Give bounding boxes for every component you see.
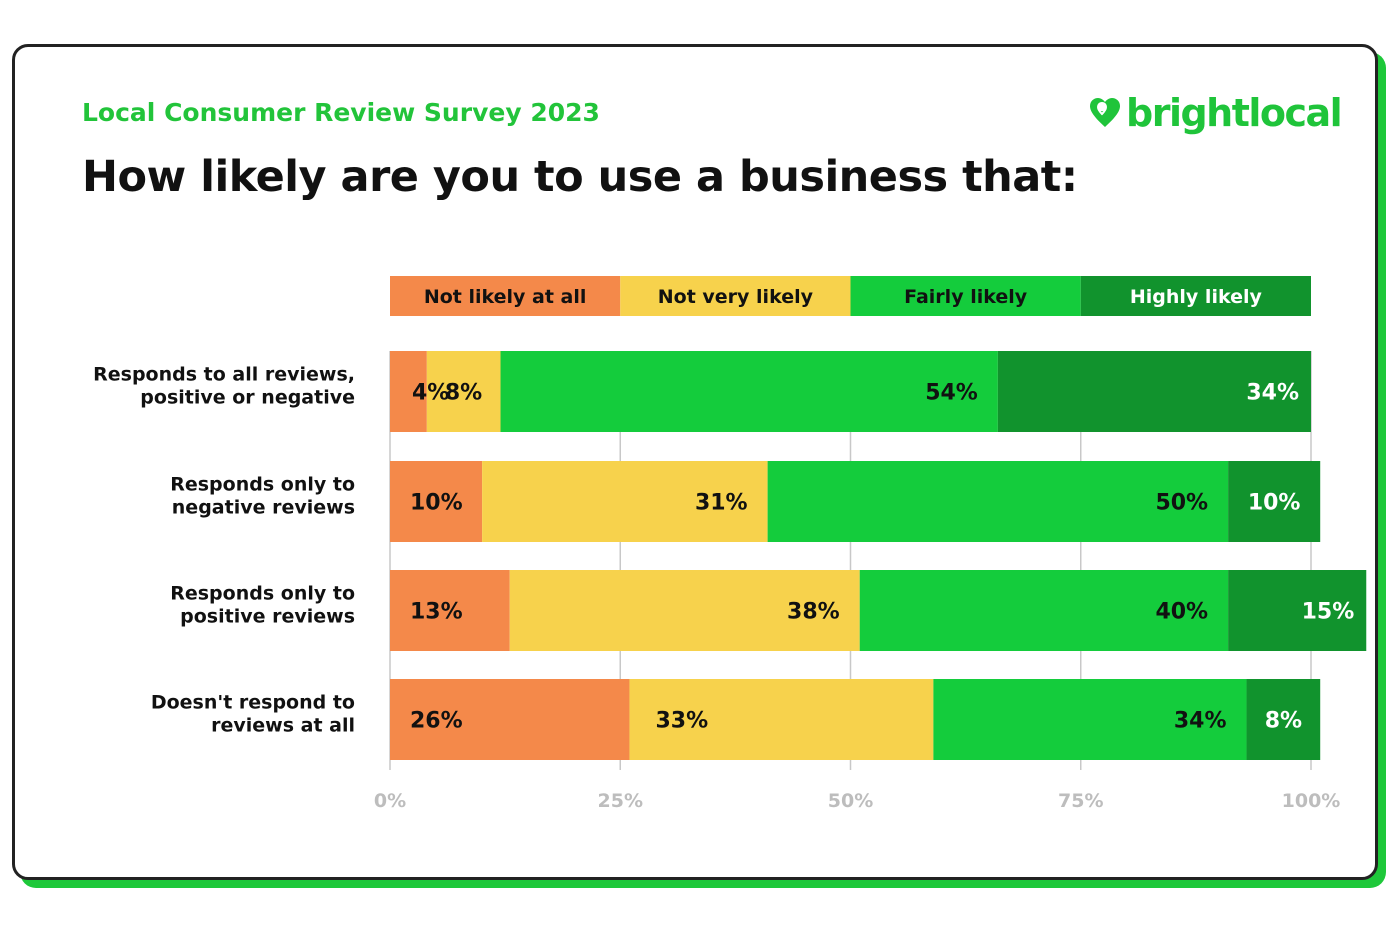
legend-swatch-0 xyxy=(390,276,621,316)
bar-2-2 xyxy=(859,570,1229,651)
category-label-3-0: Doesn't respond to xyxy=(151,692,355,714)
bar-2-3 xyxy=(1228,570,1367,651)
bar-label-1-1: 31% xyxy=(695,491,748,516)
legend-label-0: Not likely at all xyxy=(424,286,587,308)
survey-subtitle: Local Consumer Review Survey 2023 xyxy=(82,98,600,127)
category-label-2-1: positive reviews xyxy=(180,606,355,628)
bar-0-2 xyxy=(500,351,998,432)
bar-label-1-0: 10% xyxy=(410,491,463,516)
brightlocal-logo: brightlocal xyxy=(1088,88,1343,138)
x-tick-label-0: 0% xyxy=(374,790,406,812)
bar-3-2 xyxy=(933,679,1247,760)
bar-0-3 xyxy=(997,351,1311,432)
bar-label-2-0: 13% xyxy=(410,600,463,625)
legend-label-1: Not very likely xyxy=(658,286,814,308)
legend-label-2: Fairly likely xyxy=(904,286,1028,308)
x-tick-label-4: 100% xyxy=(1282,790,1341,812)
bar-2-0 xyxy=(390,570,510,651)
bar-label-0-2: 54% xyxy=(925,381,978,406)
legend-swatch-2 xyxy=(850,276,1081,316)
bar-label-3-0: 26% xyxy=(410,709,463,734)
bar-label-2-3: 15% xyxy=(1302,600,1355,625)
bar-3-0 xyxy=(390,679,630,760)
legend-label-3: Highly likely xyxy=(1130,286,1263,308)
bar-label-3-1: 33% xyxy=(655,709,708,734)
category-label-1-0: Responds only to xyxy=(170,474,355,496)
bar-2-1 xyxy=(509,570,860,651)
bar-1-0 xyxy=(390,461,483,542)
bar-label-1-3: 10% xyxy=(1248,491,1301,516)
bar-3-1 xyxy=(629,679,934,760)
bar-1-1 xyxy=(482,461,768,542)
bar-label-2-2: 40% xyxy=(1155,600,1208,625)
x-tick-label-1: 25% xyxy=(598,790,643,812)
bar-0-0 xyxy=(390,351,427,432)
chart-title: How likely are you to use a business tha… xyxy=(82,152,1078,202)
bar-label-0-0: 4% xyxy=(412,381,449,406)
bar-1-3 xyxy=(1228,461,1321,542)
category-label-0-0: Responds to all reviews, xyxy=(93,364,355,386)
x-tick-label-2: 50% xyxy=(828,790,873,812)
bar-label-3-2: 34% xyxy=(1174,709,1227,734)
category-label-3-1: reviews at all xyxy=(211,715,355,737)
logo-text: brightlocal xyxy=(1126,91,1343,135)
heart-pin-icon xyxy=(1090,98,1120,127)
bar-label-2-1: 38% xyxy=(787,600,840,625)
bar-1-2 xyxy=(767,461,1229,542)
bar-0-1 xyxy=(426,351,501,432)
legend-swatch-1 xyxy=(620,276,851,316)
category-label-0-1: positive or negative xyxy=(140,387,355,409)
category-label-2-0: Responds only to xyxy=(170,583,355,605)
bar-3-3 xyxy=(1246,679,1321,760)
legend-swatch-3 xyxy=(1080,276,1311,316)
x-tick-label-3: 75% xyxy=(1058,790,1103,812)
bar-label-3-3: 8% xyxy=(1265,709,1302,734)
bar-label-0-1: 8% xyxy=(445,381,482,406)
bar-label-1-2: 50% xyxy=(1155,491,1208,516)
category-label-1-1: negative reviews xyxy=(172,497,355,519)
bar-label-0-3: 34% xyxy=(1246,381,1299,406)
